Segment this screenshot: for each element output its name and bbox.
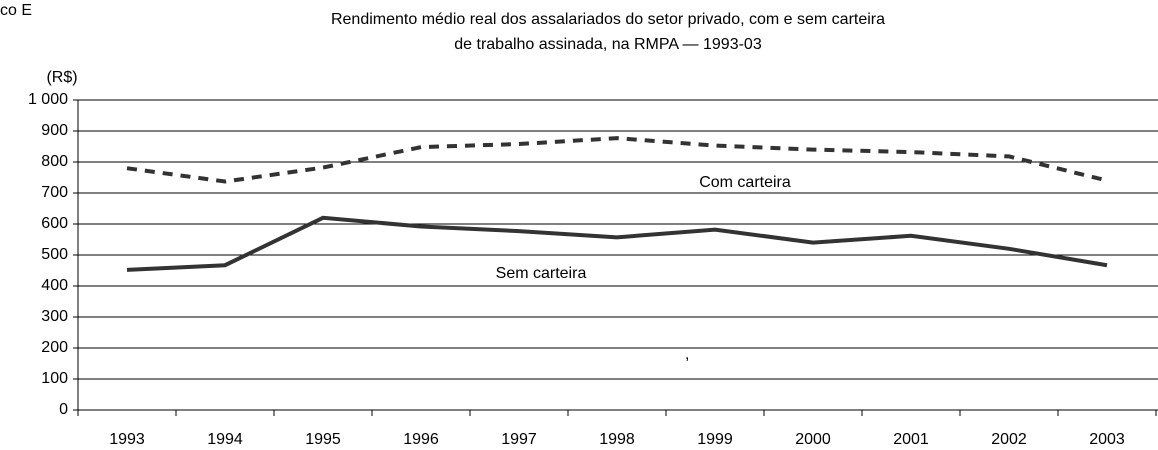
x-tick-label: 1996: [403, 431, 439, 448]
annotation: co E: [0, 2, 32, 19]
y-tick-label: 0: [59, 401, 68, 418]
x-tick-label: 2001: [893, 431, 929, 448]
y-tick-label: 900: [41, 122, 68, 139]
y-tick-label: 500: [41, 246, 68, 263]
x-tick-label: 1997: [501, 431, 537, 448]
x-tick-label: 1998: [599, 431, 635, 448]
y-tick-label: 100: [41, 370, 68, 387]
series-line: [126, 215, 1108, 272]
x-tick-label: 1993: [109, 431, 145, 448]
y-tick-label: 800: [41, 153, 68, 170]
y-tick-label: 300: [41, 308, 68, 325]
x-tick-label: 1994: [207, 431, 243, 448]
annotation: ,: [685, 346, 689, 363]
x-tick-label: 1999: [697, 431, 733, 448]
chart-title: Rendimento médio real dos assalariados d…: [331, 11, 885, 28]
y-tick-label: 200: [41, 339, 68, 356]
x-tick-label: 1995: [305, 431, 341, 448]
x-tick-label: 2003: [1089, 431, 1125, 448]
y-tick-label: 400: [41, 277, 68, 294]
y-tick-label: 700: [41, 184, 68, 201]
x-tick-label: 2000: [795, 431, 831, 448]
series-line: [126, 136, 1108, 184]
chart-title: de trabalho assinada, na RMPA — 1993-03: [454, 36, 762, 53]
x-tick-label: 2002: [991, 431, 1027, 448]
y-axis-label: (R$): [46, 69, 77, 86]
series-label: Sem carteira: [496, 265, 587, 282]
y-tick-label: 600: [41, 215, 68, 232]
y-tick-label: 1 000: [28, 91, 68, 108]
series-label: Com carteira: [699, 174, 791, 191]
